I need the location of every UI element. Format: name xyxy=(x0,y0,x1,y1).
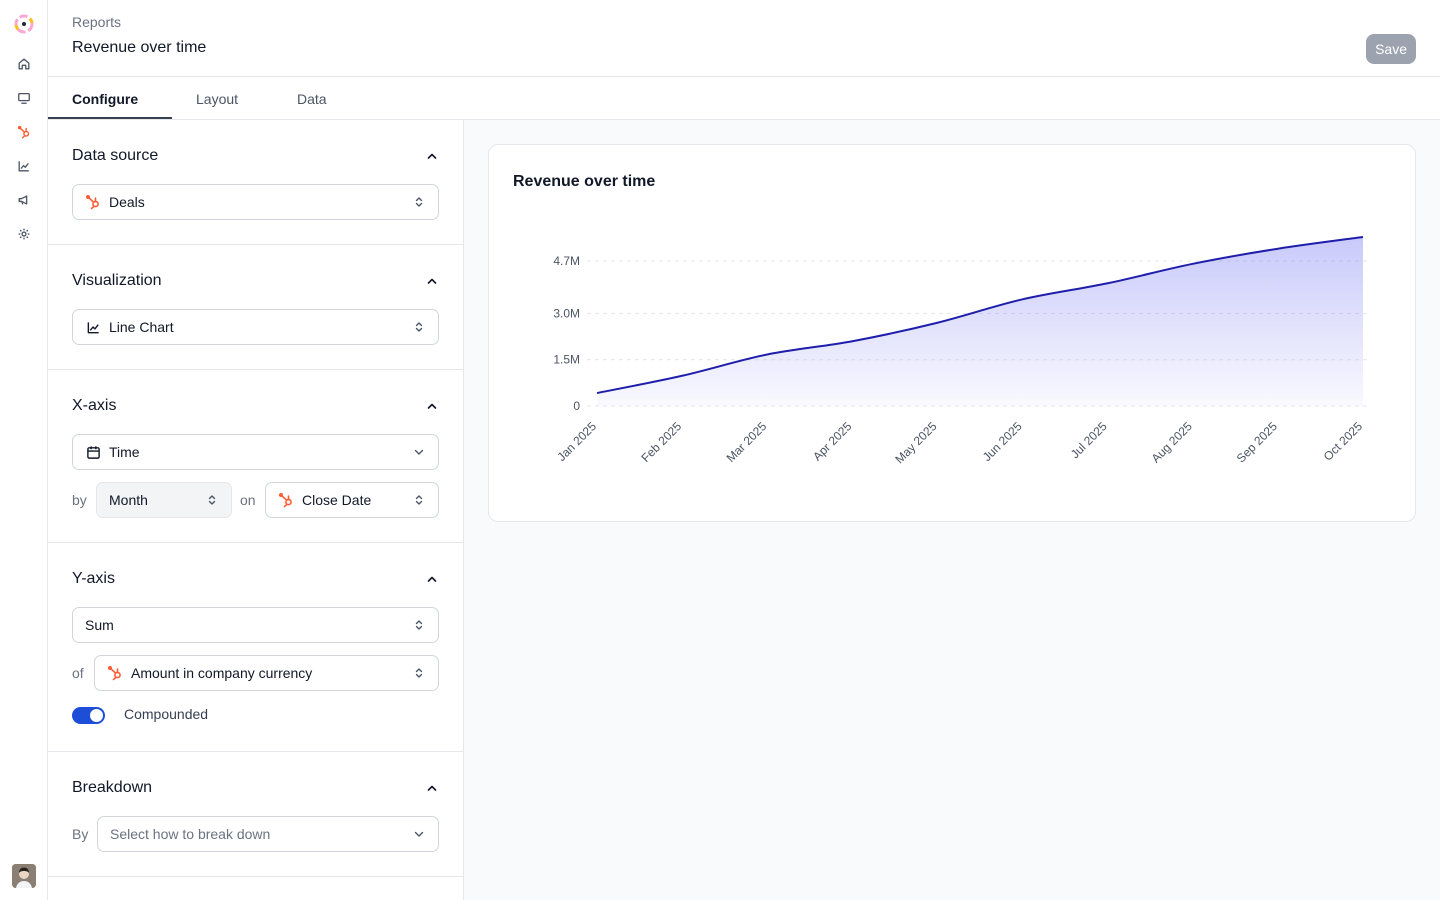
chevron-up-down-icon xyxy=(415,322,423,332)
megaphone-icon[interactable] xyxy=(14,190,34,210)
app-logo-icon[interactable] xyxy=(12,12,36,36)
visualization-section: Visualization Line Chart xyxy=(48,245,463,370)
tab-data[interactable]: Data xyxy=(297,90,327,107)
breakdown-title: Breakdown xyxy=(72,779,153,796)
icon-rail xyxy=(0,0,48,900)
config-tabs: Configure Layout Data xyxy=(48,77,464,120)
breakdown-select[interactable]: Select how to break down xyxy=(97,816,439,852)
x-tick-label: Apr 2025 xyxy=(810,419,855,464)
page-header: Reports Revenue over time Save xyxy=(48,0,1440,77)
aggregation-value: Sum xyxy=(85,617,114,633)
x-tick-label: Aug 2025 xyxy=(1149,419,1195,465)
y-axis-field-select[interactable]: Amount in company currency xyxy=(94,655,439,691)
granularity-value: Month xyxy=(109,492,148,508)
chevron-up-icon[interactable] xyxy=(424,273,440,289)
x-axis-field-value: Close Date xyxy=(302,492,372,508)
x-axis-on-label: on xyxy=(240,492,256,508)
x-tick-label: Mar 2025 xyxy=(724,419,770,465)
chevron-down-icon xyxy=(414,831,424,837)
chevron-up-down-icon xyxy=(415,197,423,207)
calendar-icon xyxy=(85,444,101,460)
y-tick-label: 4.7M xyxy=(553,254,580,268)
tabs-divider xyxy=(48,119,1440,120)
x-axis-by-label: by xyxy=(72,492,87,508)
aggregation-select[interactable]: Sum xyxy=(72,607,439,643)
data-source-title: Data source xyxy=(72,147,159,164)
chart-title: Revenue over time xyxy=(513,173,656,190)
chart-preview-area: Revenue over time 0 1.5M 3.0M 4.7M Jan 2025… xyxy=(464,120,1440,900)
y-axis-section: Y-axis Sum of Amount in company currency… xyxy=(48,543,463,752)
y-tick-label: 0 xyxy=(573,399,580,413)
x-tick-label: May 2025 xyxy=(892,419,939,466)
data-source-value: Deals xyxy=(109,194,145,210)
chevron-up-icon[interactable] xyxy=(424,571,440,587)
data-source-section: Data source Deals xyxy=(48,120,463,245)
chevron-up-icon[interactable] xyxy=(424,780,440,796)
data-source-select[interactable]: Deals xyxy=(72,184,439,220)
revenue-line-chart: 0 1.5M 3.0M 4.7M Jan 2025 Feb 2025 Mar 2025 Ap… xyxy=(553,236,1371,466)
breadcrumb[interactable]: Reports xyxy=(72,14,122,30)
x-tick-label: Jan 2025 xyxy=(554,419,599,464)
hubspot-icon xyxy=(107,665,123,681)
x-axis-section: X-axis Time by Month on Close Date xyxy=(48,370,463,543)
x-tick-label: Feb 2025 xyxy=(638,419,684,465)
y-axis-of-label: of xyxy=(72,665,84,681)
monitor-icon[interactable] xyxy=(14,88,34,108)
chevron-up-down-icon xyxy=(415,620,423,630)
chevron-up-down-icon xyxy=(415,668,423,678)
visualization-title: Visualization xyxy=(72,272,162,289)
chart-card: Revenue over time 0 1.5M 3.0M 4.7M Jan 2025… xyxy=(488,144,1416,522)
breakdown-by-label: By xyxy=(72,826,89,842)
visualization-value: Line Chart xyxy=(109,319,174,335)
x-tick-label: Sep 2025 xyxy=(1234,419,1280,465)
compounded-label: Compounded xyxy=(124,706,209,722)
x-axis-field-select[interactable]: Close Date xyxy=(265,482,439,518)
y-tick-label: 1.5M xyxy=(553,353,580,367)
gear-icon[interactable] xyxy=(14,224,34,244)
page-title: Revenue over time xyxy=(72,39,207,56)
y-axis-field-value: Amount in company currency xyxy=(131,665,313,681)
y-tick-label: 3.0M xyxy=(553,306,580,320)
x-tick-label: Jun 2025 xyxy=(980,419,1025,464)
config-panel: Data source Deals Visualization Line Cha… xyxy=(48,120,464,900)
active-tab-indicator xyxy=(48,117,172,120)
breakdown-section: Breakdown By Select how to break down xyxy=(48,752,463,877)
hubspot-icon xyxy=(278,492,294,508)
revenue-line xyxy=(596,236,1364,395)
chevron-up-icon[interactable] xyxy=(424,148,440,164)
visualization-select[interactable]: Line Chart xyxy=(72,309,439,345)
revenue-area xyxy=(597,237,1363,406)
granularity-select[interactable]: Month xyxy=(96,482,232,518)
tab-layout[interactable]: Layout xyxy=(196,90,239,107)
x-tick-label: Jul 2025 xyxy=(1068,419,1110,461)
breakdown-placeholder: Select how to break down xyxy=(110,826,271,842)
chevron-down-icon xyxy=(414,449,424,455)
hubspot-icon[interactable] xyxy=(14,122,34,142)
chart-icon[interactable] xyxy=(14,156,34,176)
chevron-up-down-icon xyxy=(208,495,216,505)
tab-configure[interactable]: Configure xyxy=(72,90,139,107)
avatar[interactable] xyxy=(12,864,36,888)
save-button[interactable]: Save xyxy=(1366,34,1416,64)
x-axis-value: Time xyxy=(109,444,140,460)
hubspot-icon xyxy=(85,194,101,210)
x-axis-title: X-axis xyxy=(72,397,117,414)
x-axis-select[interactable]: Time xyxy=(72,434,439,470)
chevron-up-icon[interactable] xyxy=(424,398,440,414)
line-chart-icon xyxy=(85,319,101,335)
chevron-up-down-icon xyxy=(415,495,423,505)
home-icon[interactable] xyxy=(14,54,34,74)
y-axis-title: Y-axis xyxy=(72,570,115,587)
compounded-toggle[interactable] xyxy=(72,707,105,724)
x-tick-label: Oct 2025 xyxy=(1321,419,1366,464)
